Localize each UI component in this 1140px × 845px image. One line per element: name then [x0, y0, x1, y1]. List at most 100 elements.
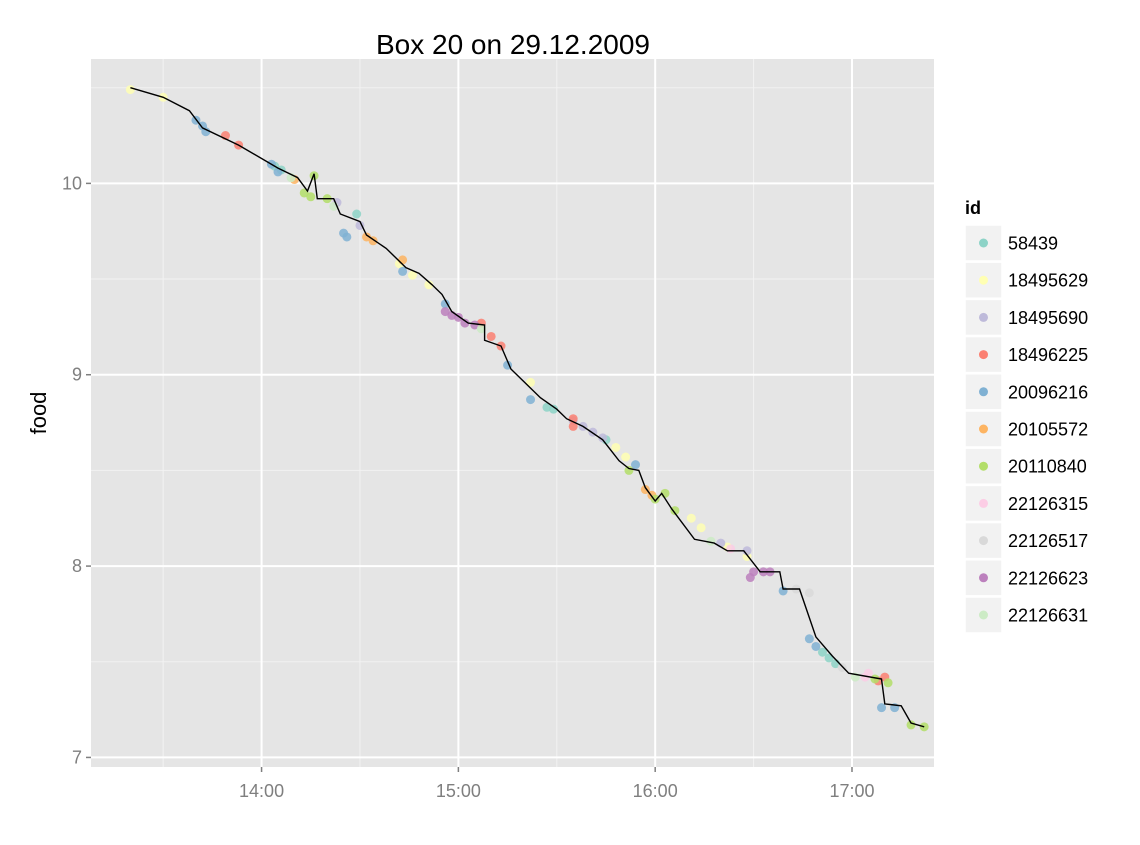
data-point — [362, 232, 372, 242]
legend-swatch — [979, 238, 988, 248]
data-point — [906, 720, 916, 730]
food-line-path — [130, 87, 925, 728]
legend-item: 20105572 — [964, 410, 1088, 448]
legend-title: id — [965, 198, 981, 218]
grid-major — [91, 59, 934, 767]
data-point — [568, 421, 578, 431]
legend-key — [964, 521, 1003, 560]
food-line — [130, 87, 925, 728]
data-point — [883, 678, 893, 688]
grid-minor — [91, 59, 934, 767]
legend-label: 20105572 — [1008, 420, 1088, 440]
series-20110840 — [299, 171, 929, 732]
legend-swatch — [979, 275, 988, 285]
axes: 14:00 15:00 16:00 17:00 7 8 9 10 — [62, 173, 875, 801]
data-point — [460, 318, 470, 328]
data-point — [811, 641, 821, 651]
legend-swatch — [979, 610, 988, 620]
legend-item: 22126517 — [964, 521, 1088, 560]
data-point — [870, 674, 880, 684]
legend-item: 20096216 — [964, 373, 1088, 411]
data-point — [726, 544, 736, 554]
legend-item: 18496225 — [964, 335, 1088, 374]
data-point — [125, 85, 135, 95]
legend-label: 18495690 — [1008, 308, 1088, 328]
data-point — [352, 209, 362, 219]
legend-label: 22126517 — [1008, 531, 1088, 551]
legend: id 58439 18495629 18495690 18496225 20096216… — [964, 198, 1088, 634]
chart-title: Box 20 on 29.12.2009 — [376, 29, 650, 60]
plot-panel — [91, 59, 934, 767]
x-tick-label: 15:00 — [436, 781, 481, 801]
data-point — [440, 299, 450, 309]
legend-label: 22126631 — [1008, 606, 1088, 626]
data-point — [407, 270, 417, 280]
legend-item: 22126631 — [964, 596, 1088, 634]
data-point — [486, 331, 496, 341]
x-tick-label: 16:00 — [633, 781, 678, 801]
data-point — [306, 192, 316, 202]
legend-item: 22126623 — [964, 559, 1088, 597]
data-point — [526, 377, 536, 387]
legend-item: 22126315 — [964, 484, 1088, 523]
series-22126517 — [791, 584, 847, 672]
legend-swatch — [979, 387, 988, 397]
data-point — [624, 465, 634, 475]
data-point — [804, 588, 814, 598]
legend-item: 20110840 — [964, 447, 1087, 485]
legend-item: 18495629 — [964, 261, 1088, 299]
data-point — [686, 513, 696, 523]
y-axis-label: food — [26, 392, 51, 435]
legend-swatch — [979, 424, 988, 434]
data-point — [598, 433, 608, 443]
series-20096216 — [191, 115, 900, 713]
legend-label: 18496225 — [1008, 345, 1088, 365]
data-point — [440, 307, 450, 317]
data-point — [342, 232, 352, 242]
legend-swatch — [979, 350, 988, 360]
legend-label: 58439 — [1008, 234, 1058, 254]
data-point — [470, 320, 480, 330]
legend-item: 18495690 — [964, 298, 1088, 337]
legend-swatch — [979, 312, 988, 322]
data-point — [837, 662, 847, 672]
data-point — [670, 506, 680, 516]
data-point — [696, 523, 706, 533]
x-tick-label: 14:00 — [239, 781, 284, 801]
legend-item: 58439 — [964, 224, 1058, 262]
data-point — [398, 266, 408, 276]
legend-label: 22126623 — [1008, 568, 1088, 588]
data-point — [476, 324, 486, 334]
legend-label: 20110840 — [1008, 457, 1087, 477]
data-point — [631, 460, 641, 470]
y-tick-label: 10 — [62, 173, 82, 193]
data-point — [398, 255, 408, 265]
legend-swatch — [979, 461, 988, 471]
data-point — [749, 567, 759, 577]
y-tick-label: 8 — [72, 556, 82, 576]
data-point — [424, 280, 434, 290]
series-18495629 — [125, 85, 752, 562]
y-tick-label: 9 — [72, 365, 82, 385]
data-point — [526, 395, 536, 405]
data-point — [804, 634, 814, 644]
series-22126623 — [440, 307, 775, 583]
data-point — [877, 703, 887, 713]
data-point — [817, 647, 827, 657]
legend-swatch — [979, 536, 988, 546]
legend-key — [964, 484, 1003, 523]
data-point — [863, 668, 873, 678]
data-point — [621, 452, 631, 462]
legend-label: 18495629 — [1008, 271, 1088, 291]
x-tick-label: 17:00 — [829, 781, 874, 801]
data-point — [201, 127, 211, 137]
legend-label: 20096216 — [1008, 382, 1088, 402]
legend-swatch — [979, 498, 988, 508]
legend-swatch — [979, 573, 988, 583]
legend-label: 22126315 — [1008, 494, 1088, 514]
data-point — [611, 442, 621, 452]
y-tick-label: 7 — [72, 747, 82, 767]
data-point — [549, 404, 559, 414]
